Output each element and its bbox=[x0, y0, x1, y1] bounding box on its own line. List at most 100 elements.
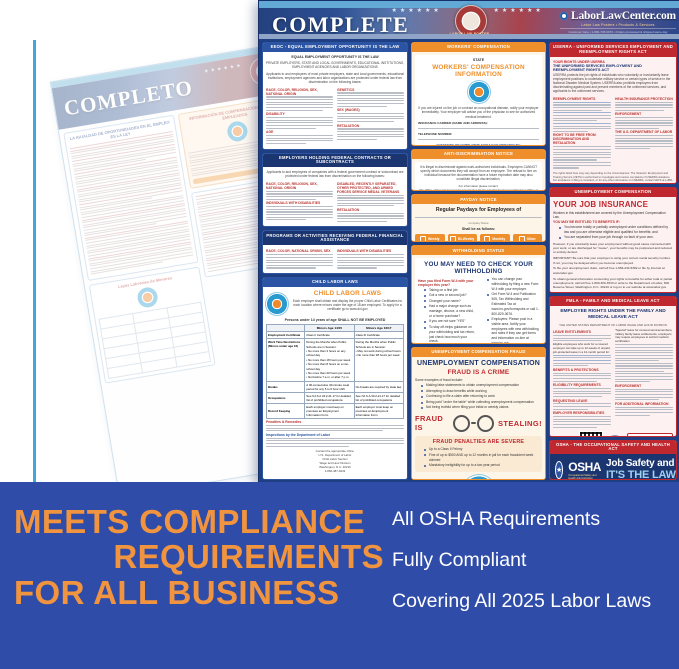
card-fmla: FMLA - FAMILY AND MEDICAL LEAVE ACT EMPL… bbox=[549, 295, 677, 437]
federal-col-2: DISABLED, RECENTLY SEPARATED, OTHER PROT… bbox=[337, 180, 404, 223]
uc-qualify-head: YOU MAY BE ENTITLED TO BENEFITS IF: bbox=[553, 220, 621, 225]
federal-topic-label: INDIVIDUALS WITH DISABILITIES bbox=[266, 201, 321, 206]
poster-header: COMPLETE ★★★★★★ ★★★★★★ LABOR LAW POSTER … bbox=[259, 1, 679, 39]
sun-seal-icon bbox=[225, 119, 249, 143]
osha-sub: Occupational Safety and Health Administr… bbox=[568, 473, 597, 480]
td-c1: Each employer must keep on premises an E… bbox=[304, 402, 355, 419]
text-lines bbox=[553, 334, 611, 342]
checkbox-icon[interactable] bbox=[419, 235, 426, 242]
card-federal-assistance-caption: PROGRAMS OR ACTIVITIES RECEIVING FEDERAL… bbox=[263, 231, 407, 245]
checkbox-icon[interactable] bbox=[518, 235, 525, 242]
spanish-child-labor-card: Leyes Laborales de Menores bbox=[88, 266, 216, 384]
card-eeoc-intro: Applicants to and employees of most priv… bbox=[266, 71, 404, 84]
userra-kicker: YOUR RIGHTS UNDER USERRA bbox=[553, 59, 605, 64]
child-labor-subheading: Each employer shall obtain and display t… bbox=[292, 299, 403, 312]
fraud-slogan-left: FRAUD IS bbox=[415, 414, 444, 433]
osha-wordmark: OSHA bbox=[568, 459, 601, 474]
th-blank bbox=[265, 324, 306, 333]
checkbox-icon[interactable] bbox=[484, 235, 491, 242]
assistance-col-1: RACE, COLOR, NATIONAL ORIGIN, SEX bbox=[266, 248, 333, 270]
fraud-slogan-right: STEALING! bbox=[497, 418, 542, 428]
text-lines bbox=[337, 212, 404, 222]
withholding-col2-list: You can change your withholding by filin… bbox=[481, 277, 540, 343]
list-item: Changed your name? bbox=[424, 299, 477, 304]
child-labor-table: Minors Age 14/15 Minors Age 16/17 Employ… bbox=[265, 324, 405, 419]
fmla-two-col: LEAVE ENTITLEMENTS Eligible employees wh… bbox=[553, 328, 673, 430]
text-lines bbox=[266, 117, 333, 129]
table-header-row: Minors Age 14/15 Minors Age 16/17 bbox=[265, 324, 405, 333]
handcuff-ring-right bbox=[476, 414, 494, 432]
fmla-head: BENEFITS & PROTECTIONS bbox=[553, 367, 599, 372]
brand-name: LaborLawCenter.com bbox=[571, 10, 676, 22]
withholding-heading: YOU MAY NEED TO CHECK YOUR WITHHOLDING bbox=[423, 261, 533, 276]
eeoc-topic-label: DISABILITY bbox=[266, 112, 285, 117]
text-lines bbox=[337, 92, 404, 107]
contact-line: The Office of Special Counsel for Immigr… bbox=[419, 187, 538, 191]
text-lines bbox=[615, 101, 673, 111]
child-labor-footer-head: Inspections by the Department of Labor bbox=[266, 432, 331, 437]
fmla-subheading: THE UNITED STATES DEPARTMENT OF LABOR WA… bbox=[559, 322, 667, 327]
fmla-heading: EMPLOYEE RIGHTS UNDER THE FAMILY AND MED… bbox=[560, 308, 666, 320]
qr-code-icon[interactable] bbox=[579, 431, 603, 436]
fmla-info-box bbox=[627, 433, 673, 436]
poster-column-middle: WORKERS' COMPENSATION STATE WORKERS' COM… bbox=[411, 42, 546, 480]
spanish-eeo-card: LA IGUALDAD DE OPORTUNIDADES EN EL EMPLE… bbox=[63, 114, 199, 281]
list-item: You become totally or partially unemploy… bbox=[559, 225, 673, 235]
card-eeoc: EEOC - EQUAL EMPLOYMENT OPPORTUNITY IS T… bbox=[262, 42, 408, 150]
card-child-labor-caption: CHILD LABOR LAWS bbox=[263, 278, 407, 288]
handcuff-ring-left bbox=[452, 414, 470, 432]
userra-head: ENFORCEMENT bbox=[615, 112, 642, 117]
list-item: Get Form W-4 and Publication 505, Tax Wi… bbox=[486, 292, 540, 316]
userra-head: REEMPLOYMENT RIGHTS bbox=[553, 96, 596, 101]
uc-note: To file your unemployment claim, call to… bbox=[553, 266, 665, 275]
card-uc-fraud-body: UNEMPLOYMENT COMPENSATION FRAUD IS A CRI… bbox=[412, 357, 545, 479]
text-lines bbox=[615, 344, 673, 383]
uc-fraud-heading-1: UNEMPLOYMENT COMPENSATION bbox=[416, 360, 541, 368]
text-lines bbox=[553, 416, 611, 428]
assistance-two-col: RACE, COLOR, NATIONAL ORIGIN, SEX INDIVI… bbox=[266, 248, 404, 270]
withholding-col1-list: Taking on a first job Got a new or secon… bbox=[418, 288, 477, 343]
list-item: Up to a Class II Felony bbox=[424, 447, 539, 452]
fmla-head: ENFORCEMENT bbox=[615, 383, 642, 388]
eeoc-topic-label: AGE bbox=[266, 130, 274, 135]
card-anti-discrimination-caption: ANTI-DISCRIMINATION NOTICE bbox=[412, 149, 545, 159]
chip-monthly[interactable]: Monthly bbox=[480, 233, 510, 242]
list-item: You can change your withholding by filin… bbox=[486, 277, 540, 291]
card-federal-contracts-body: Applicants to and employees of companies… bbox=[263, 167, 407, 226]
fraud-penalties-list: Up to a Class II Felony Fine of up to $5… bbox=[418, 447, 539, 468]
text-lines bbox=[266, 254, 333, 269]
td-label: Occupations bbox=[265, 391, 306, 404]
address-line: Contact the appropriate office: bbox=[315, 448, 355, 453]
chip-other[interactable]: Other bbox=[512, 233, 542, 242]
card-withholding-body: YOU MAY NEED TO CHECK YOUR WITHHOLDING H… bbox=[412, 255, 545, 344]
card-osha-caption: OSHA - THE OCCUPATIONAL SAFETY AND HEALT… bbox=[550, 440, 676, 455]
headline-line-1: MEETS COMPLIANCE bbox=[14, 503, 366, 540]
userra-intro: USERRA protects the job rights of indivi… bbox=[553, 72, 671, 94]
userra-col-1: REEMPLOYMENT RIGHTS RIGHT TO BE FREE FRO… bbox=[553, 95, 611, 170]
table-row: Breaks A 30-consecutive 30-minute meal p… bbox=[265, 380, 405, 393]
chip-weekly[interactable]: Weekly bbox=[415, 233, 445, 242]
fraud-penalties-title: FRAUD PENALTIES ARE SEVERE bbox=[432, 439, 525, 446]
list-item: Fine of up to $500 AND up to 12 months i… bbox=[424, 453, 539, 463]
withholding-col-2: You can change your withholding by filin… bbox=[481, 277, 540, 343]
table-row: Record Keeping Each employer must keep o… bbox=[265, 402, 405, 419]
english-poster[interactable]: COMPLETE ★★★★★★ ★★★★★★ LABOR LAW POSTER … bbox=[258, 0, 679, 482]
brand-fineprint: Customer Care • 1-800-745-9970 • Orders … bbox=[560, 28, 676, 34]
child-labor-address: Contact the appropriate office: U.S. Dep… bbox=[266, 449, 404, 473]
td-c2: Class III Certificate bbox=[353, 331, 405, 340]
list-item: You are separated from your job through … bbox=[559, 235, 673, 240]
brand-logo[interactable]: LaborLawCenter.com Labor Law Posters • P… bbox=[560, 10, 676, 34]
card-uc-fraud: UNEMPLOYMENT COMPENSATION FRAUD UNEMPLOY… bbox=[411, 347, 546, 480]
card-payday-notice: PAYDAY NOTICE Regular Paydays for Employ… bbox=[411, 194, 546, 243]
checkbox-icon[interactable] bbox=[450, 235, 457, 242]
fmla-col-1: LEAVE ENTITLEMENTS Eligible employees wh… bbox=[553, 329, 611, 430]
federal-topic-label: RACE, COLOR, RELIGION, SEX, NATIONAL ORI… bbox=[266, 181, 318, 190]
child-labor-note: Persons under 14 years of age SHALL NOT … bbox=[284, 318, 386, 323]
payday-frequency-chips[interactable]: Weekly Bi-Weekly Monthly Other bbox=[415, 233, 542, 242]
marketing-banner: MEETS COMPLIANCE REQUIREMENTS FOR ALL BU… bbox=[0, 482, 679, 669]
chip-biweekly[interactable]: Bi-Weekly bbox=[447, 233, 477, 242]
handcuff-chain bbox=[470, 421, 476, 425]
text-lines bbox=[553, 101, 611, 132]
assistance-topic-label: RACE, COLOR, NATIONAL ORIGIN, SEX bbox=[266, 249, 331, 254]
card-withholding: WITHHOLDING STATUS YOU MAY NEED TO CHECK… bbox=[411, 245, 546, 345]
